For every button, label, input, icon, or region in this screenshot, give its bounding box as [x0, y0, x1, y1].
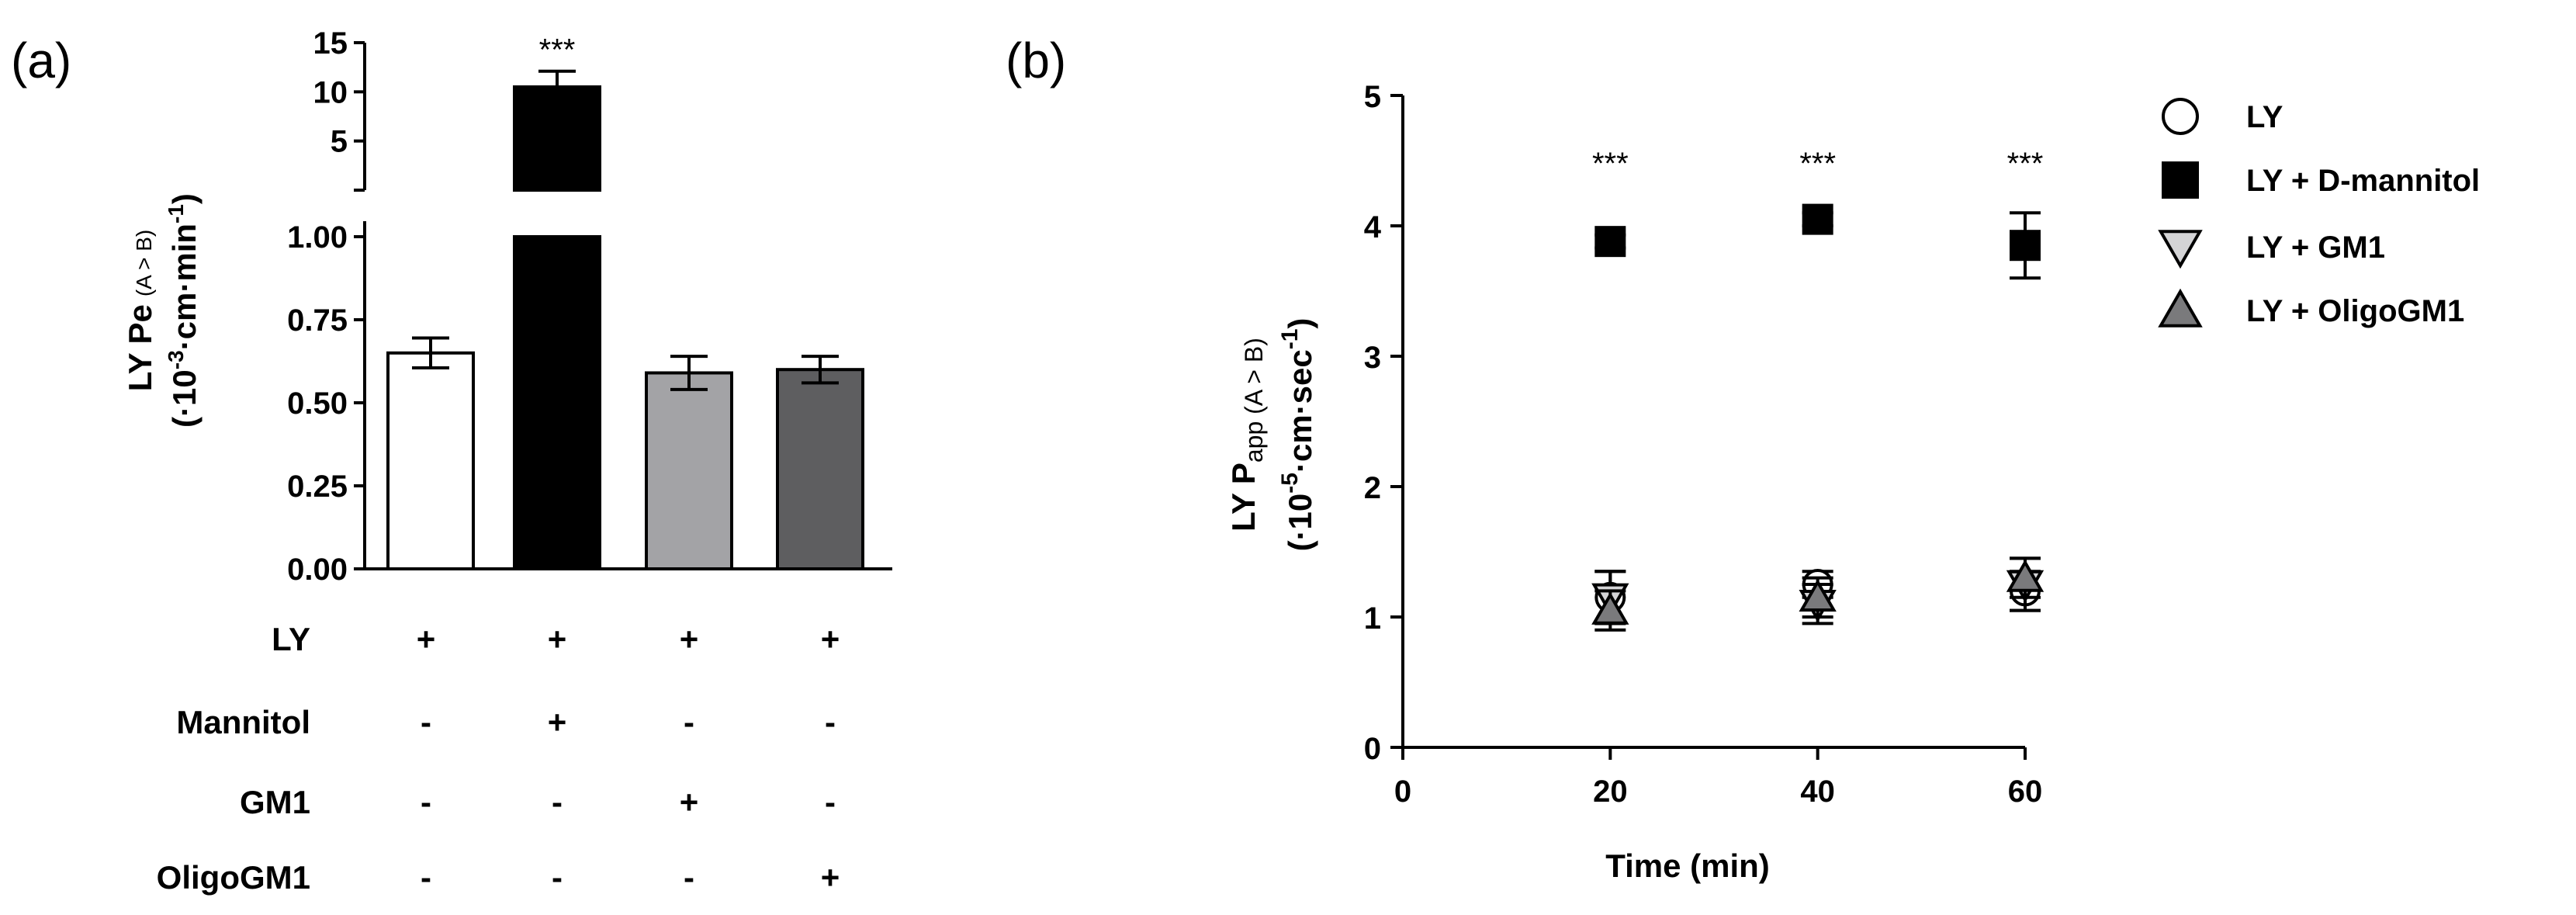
b-y-label-main: LY P	[1225, 463, 1262, 532]
bar	[645, 371, 733, 571]
b-y-label-units: (·10	[1282, 494, 1318, 552]
b-x-tick-label: 0	[1394, 775, 1411, 809]
legend-label: LY	[2246, 100, 2283, 134]
lower-y-tick-label: 0.50	[287, 386, 348, 421]
legend-label: LY + OligoGM1	[2246, 294, 2464, 328]
b-x-tick-label: 40	[1800, 775, 1835, 809]
b-significance-label: ***	[1799, 147, 1836, 181]
b-data-point-square	[1802, 203, 1833, 235]
panel-b-legend: LY LY + D-mannitol LY + GM1 LY + OligoGM1	[2158, 98, 2480, 328]
treatment-row-label: OligoGM1	[157, 859, 310, 896]
b-data-point-triangle-up	[1591, 591, 1629, 625]
panel-a-lower-y-axis: 0.00 0.25 0.50 0.75 1.00	[287, 220, 892, 587]
b-data-point-triangle-up	[2006, 559, 2045, 592]
panel-a-upper-y-axis: 5 10 15	[313, 26, 366, 192]
b-y-label-exponent: -1	[1277, 329, 1303, 350]
panel-b-label: (b)	[1006, 33, 1066, 88]
bar	[776, 368, 864, 570]
panel-b-y-axis-label: LY Papp (A > B)(·10-5·cm·sec-1)	[1225, 318, 1318, 552]
b-y-label-subscript: app (A > B)	[1240, 338, 1268, 463]
treatment-mark: -	[684, 704, 694, 740]
bar	[386, 351, 475, 570]
b-data-point-triangle-up	[1799, 578, 1837, 612]
treatment-mark: +	[821, 621, 840, 657]
b-data-point-square	[1594, 226, 1626, 258]
y-label-close: )	[166, 193, 203, 204]
treatment-mark: -	[552, 784, 563, 820]
y-label-subscript: (A > B)	[132, 230, 156, 296]
b-y-tick-label: 4	[1364, 210, 1382, 244]
treatment-mark: -	[421, 704, 431, 740]
upper-y-tick-label: 5	[331, 125, 348, 159]
y-label-exponent: -3	[164, 350, 188, 369]
panel-a-label: (a)	[11, 33, 71, 88]
b-x-tick-label: 60	[2008, 775, 2043, 809]
treatment-table: LY + + + + Mannitol - + - - GM1 - - + - OligoGM1 - - - +	[157, 621, 840, 896]
legend-marker-circle	[2162, 98, 2199, 135]
treatment-mark: -	[552, 859, 563, 896]
panel-b-axes: 0 1 2 3 4 5 0 20 40 60	[1364, 80, 2043, 809]
significance-label: ***	[539, 33, 576, 68]
b-significance-label: ***	[2007, 147, 2044, 181]
b-y-tick-label: 1	[1364, 601, 1381, 636]
y-label-line-2: (·10-3·cm·min-1)	[164, 193, 203, 428]
legend-marker-triangle-down	[2158, 230, 2203, 269]
b-significance-label: ***	[1592, 147, 1629, 181]
treatment-mark: -	[421, 784, 431, 820]
treatment-mark: +	[548, 704, 567, 740]
treatment-row-label: LY	[272, 621, 310, 657]
panel-b-points: *** *** ***	[1591, 147, 2045, 632]
lower-y-tick-label: 0.00	[287, 553, 348, 587]
lower-y-tick-label: 1.00	[287, 220, 348, 255]
y-label-units: (·10	[166, 369, 203, 428]
b-x-tick-label: 20	[1593, 775, 1628, 809]
bar	[513, 235, 601, 570]
panel-a-bar-chart: (a) 5 10 15 0.00 0.25 0.50 0.75 1.00 *** LY Pe…	[11, 26, 892, 896]
b-y-tick-label: 3	[1364, 341, 1381, 375]
panel-a-bars: ***	[386, 33, 864, 571]
legend-label: LY + D-mannitol	[2246, 164, 2480, 198]
y-label-units-tail: ·cm·min	[166, 224, 203, 350]
treatment-mark: +	[680, 621, 699, 657]
treatment-mark: +	[680, 784, 699, 820]
treatment-mark: +	[548, 621, 567, 657]
b-y-label-units-tail: ·cm·sec	[1282, 349, 1318, 473]
b-y-label-line-1: LY Papp (A > B)	[1225, 338, 1268, 532]
b-y-label-line-2: (·10-5·cm·sec-1)	[1277, 318, 1318, 552]
treatment-mark: +	[417, 621, 436, 657]
bar	[513, 85, 601, 192]
b-y-tick-label: 5	[1364, 80, 1381, 114]
y-label-main: LY Pe	[122, 304, 158, 391]
b-y-label-close: )	[1282, 318, 1318, 329]
lower-y-tick-label: 0.75	[287, 303, 348, 338]
b-y-tick-label: 0	[1364, 732, 1381, 766]
lower-y-tick-label: 0.25	[287, 470, 348, 504]
treatment-mark: -	[684, 859, 694, 896]
y-label-line-1: LY Pe (A > B)	[122, 230, 158, 391]
upper-y-tick-label: 10	[313, 75, 348, 109]
legend-marker-triangle-up	[2158, 288, 2203, 328]
legend-label: LY + GM1	[2246, 230, 2385, 265]
treatment-mark: -	[825, 784, 836, 820]
b-data-point-square	[2010, 230, 2041, 262]
treatment-mark: -	[825, 704, 836, 740]
b-y-label-exponent: -5	[1277, 473, 1303, 494]
treatment-row-label: Mannitol	[176, 704, 310, 740]
treatment-mark: +	[821, 859, 840, 896]
b-y-tick-label: 2	[1364, 471, 1381, 505]
upper-y-tick-label: 15	[313, 26, 348, 61]
legend-marker-square	[2162, 161, 2199, 199]
y-label-exponent: -1	[164, 204, 188, 224]
panel-b-x-axis-label: Time (min)	[1605, 847, 1770, 884]
panel-b-scatter-chart: (b) 0 1 2 3 4 5 0 20 40 60 *** *** *** LY Papp (A >…	[1006, 33, 2480, 884]
treatment-row-label: GM1	[240, 784, 310, 820]
panel-a-y-axis-label: LY Pe (A > B) (·10-3·cm·min-1)	[122, 193, 203, 428]
treatment-mark: -	[421, 859, 431, 896]
